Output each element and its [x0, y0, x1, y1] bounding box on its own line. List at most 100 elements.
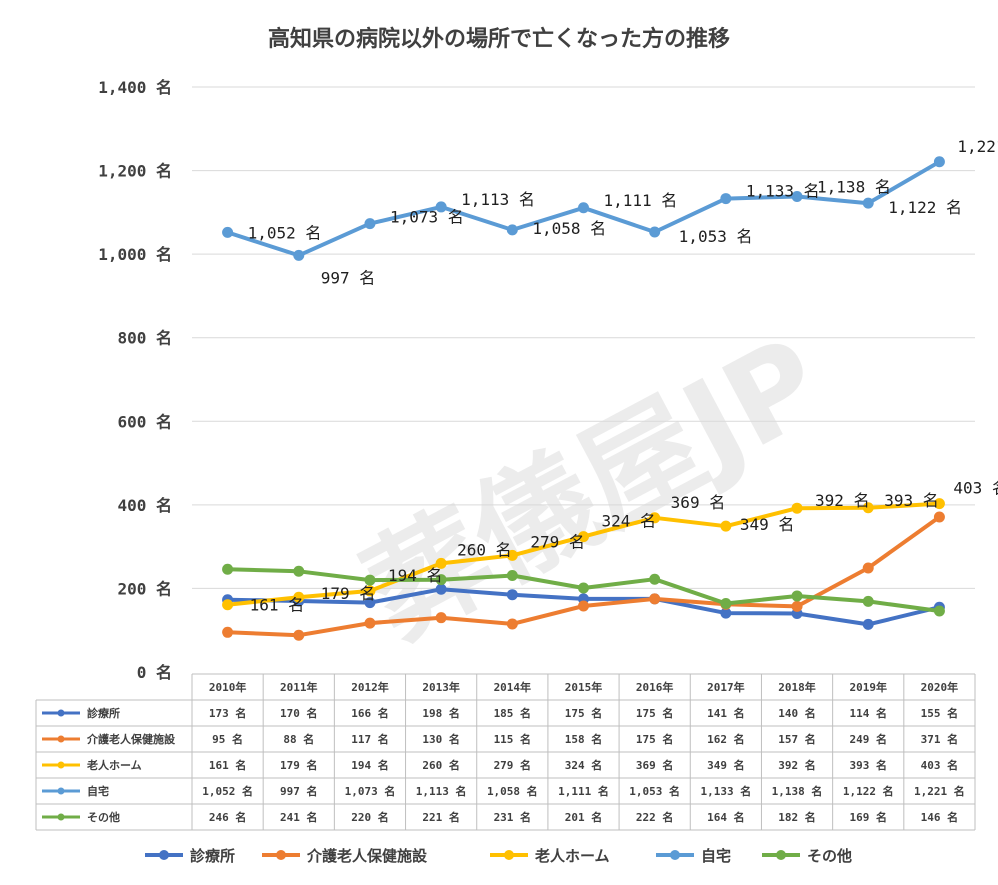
y-tick-label: 200 名: [117, 579, 172, 598]
data-point: [364, 617, 376, 629]
table-header-cell: 2012年: [351, 680, 389, 694]
table-cell: 179 名: [280, 758, 318, 772]
table-cell: 170 名: [280, 706, 318, 720]
table-cell: 175 名: [636, 732, 674, 746]
table-cell: 158 名: [565, 732, 603, 746]
data-point: [222, 599, 234, 611]
table-cell: 1,058 名: [487, 784, 538, 798]
table-cell: 393 名: [849, 758, 887, 772]
series-1: [222, 511, 945, 641]
data-point: [720, 607, 732, 619]
data-point: [862, 562, 874, 574]
data-point: [649, 573, 661, 585]
table-cell: 1,053 名: [629, 784, 680, 798]
data-point: [364, 574, 376, 586]
data-point: [578, 600, 589, 612]
table-cell: 173 名: [209, 706, 247, 720]
legend-label: 介護老人保健施設: [306, 847, 428, 865]
table-cell: 169 名: [849, 810, 887, 824]
table-cell: 185 名: [494, 706, 532, 720]
data-label: 161 名: [250, 596, 305, 615]
table-cell: 115 名: [494, 732, 532, 746]
data-point: [435, 557, 447, 569]
table-cell: 175 名: [636, 706, 674, 720]
data-point: [791, 600, 803, 612]
table-cell: 194 名: [351, 758, 389, 772]
table-cell: 162 名: [707, 732, 745, 746]
table-legend-marker: [57, 787, 65, 795]
y-tick-label: 1,000 名: [98, 245, 172, 264]
legend-marker: [504, 850, 514, 860]
series-3: [222, 156, 945, 261]
table-cell: 222 名: [636, 810, 674, 824]
table-header-cell: 2015年: [565, 680, 603, 694]
data-point: [862, 595, 874, 607]
table-cell: 88 名: [283, 732, 314, 746]
table-cell: 369 名: [636, 758, 674, 772]
y-tick-label: 400 名: [117, 496, 172, 515]
data-point: [506, 569, 518, 581]
series-lines: [222, 156, 945, 641]
data-label: 997 名: [321, 268, 376, 287]
table-cell: 161 名: [209, 758, 247, 772]
data-point: [862, 502, 874, 514]
table-row-label: 老人ホーム: [86, 758, 142, 772]
data-label: 1,053 名: [679, 227, 753, 246]
legend-marker: [670, 850, 680, 860]
y-tick-label: 0 名: [137, 663, 172, 682]
data-label: 403 名: [953, 479, 998, 498]
table-cell: 117 名: [351, 732, 389, 746]
table-cell: 279 名: [494, 758, 532, 772]
data-label: 324 名: [602, 512, 657, 531]
legend-marker: [776, 850, 786, 860]
data-label: 1,058 名: [532, 219, 606, 238]
chart-title: 高知県の病院以外の場所で亡くなった方の推移: [268, 26, 730, 52]
y-axis: 0 名 200 名 400 名 600 名 800 名 1,000 名 1,200 名 1,4…: [98, 78, 172, 682]
data-label: 392 名: [815, 491, 870, 510]
data-point: [933, 498, 945, 510]
legend-marker: [276, 850, 286, 860]
data-point: [293, 591, 305, 603]
table-header-cell: 2017年: [707, 680, 745, 694]
data-point: [578, 531, 589, 543]
data-label: 1,052 名: [248, 223, 322, 242]
data-point: [364, 218, 376, 230]
table-header-cell: 2014年: [494, 680, 532, 694]
data-label: 369 名: [671, 493, 726, 512]
y-tick-label: 800 名: [117, 329, 172, 348]
data-point: [862, 197, 874, 209]
data-point: [933, 605, 945, 617]
data-point: [506, 618, 518, 630]
table-cell: 1,111 名: [558, 784, 609, 798]
table-header-cell: 2010年: [209, 680, 247, 694]
table-cell: 95 名: [212, 732, 243, 746]
data-point: [506, 549, 518, 561]
table-row-label: 介護老人保健施設: [86, 732, 176, 746]
table-cell: 241 名: [280, 810, 318, 824]
data-label: 194 名: [388, 566, 443, 585]
data-label: 1,111 名: [604, 191, 678, 210]
table-cell: 403 名: [921, 758, 959, 772]
table-cell: 392 名: [778, 758, 816, 772]
table-cell: 260 名: [422, 758, 460, 772]
legend-label: 自宅: [701, 847, 731, 865]
table-cell: 157 名: [778, 732, 816, 746]
data-label: 1,221 名: [957, 137, 998, 156]
table-cell: 114 名: [849, 706, 887, 720]
data-point: [435, 583, 447, 595]
y-tick-label: 600 名: [117, 412, 172, 431]
table-cell: 246 名: [209, 810, 247, 824]
table-cell: 349 名: [707, 758, 745, 772]
table-cell: 175 名: [565, 706, 603, 720]
y-tick-label: 1,400 名: [98, 78, 172, 97]
gridlines: [192, 86, 975, 589]
table-cell: 182 名: [778, 810, 816, 824]
table-cell: 1,133 名: [700, 784, 751, 798]
data-label: 1,073 名: [390, 208, 464, 227]
table-cell: 249 名: [849, 732, 887, 746]
legend: 診療所 介護老人保健施設 老人ホーム 自宅 その他: [145, 847, 852, 865]
data-point: [862, 618, 874, 630]
table-cell: 166 名: [351, 706, 389, 720]
table-legend-marker: [57, 761, 65, 769]
